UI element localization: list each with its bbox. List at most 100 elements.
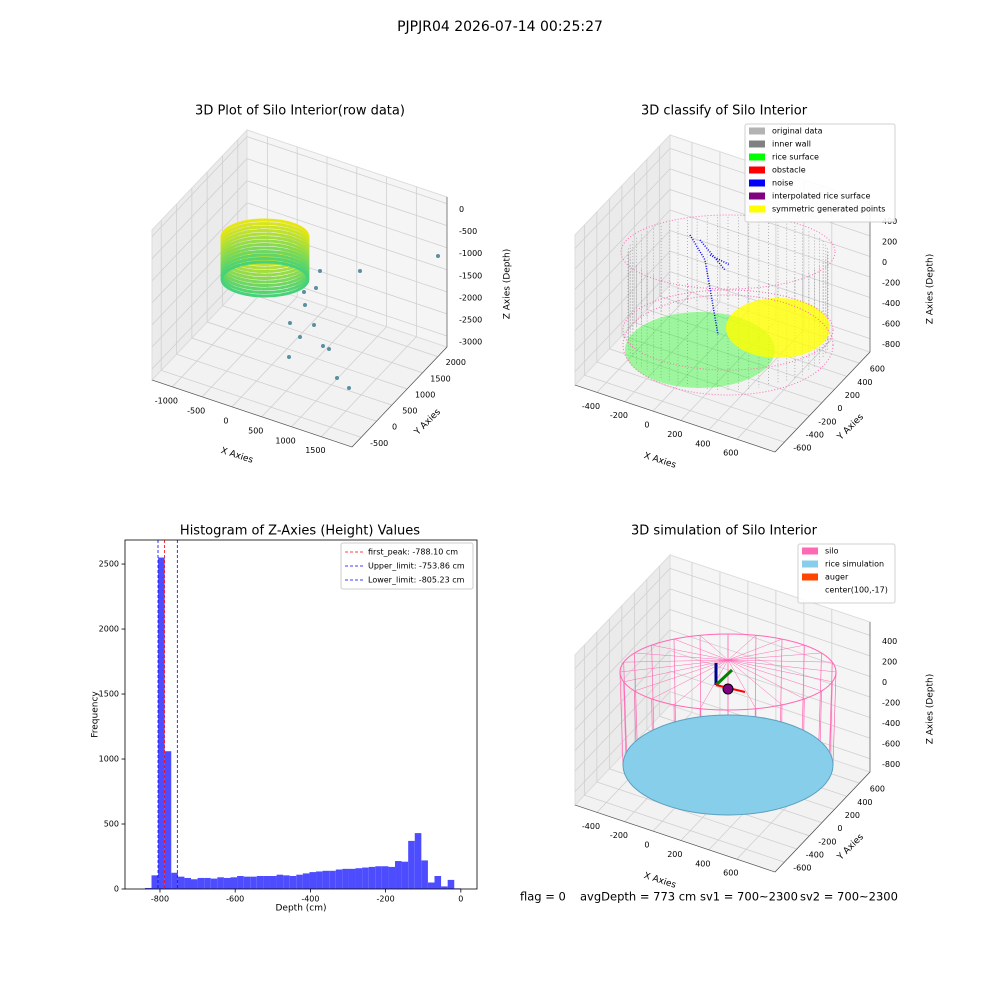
bar	[329, 870, 336, 889]
y-tick-label: 1500	[430, 374, 450, 383]
silo-roof-line	[727, 638, 783, 661]
silo-wall-line	[673, 639, 676, 722]
z-grid-line	[574, 250, 671, 352]
y-tick-label: 500	[402, 407, 417, 416]
legend-swatch	[749, 179, 765, 187]
bar	[144, 887, 152, 889]
z-grid-line	[574, 588, 671, 690]
x-grid-line	[624, 301, 721, 403]
z-tick-label: -2500	[459, 315, 482, 324]
legend-swatch	[749, 140, 765, 148]
sv1-text: sv1 = 700~2300	[700, 890, 798, 904]
z-grid-line	[574, 189, 671, 290]
silo-wall-line	[832, 671, 837, 766]
legend-label: center(100,-17)	[825, 586, 888, 595]
silo-roof-line	[727, 635, 757, 661]
z-grid-line	[151, 158, 248, 259]
y-grid-line	[584, 374, 785, 443]
x-tick-label: -400	[582, 822, 600, 831]
silo-wall-line	[699, 635, 702, 717]
silo-roof-line	[634, 659, 729, 692]
z-grid-line	[669, 230, 871, 298]
z-tick-label: -1000	[459, 249, 482, 258]
z-axis-label: Z Axies (Depth)	[926, 254, 936, 325]
bar	[191, 879, 198, 889]
z-grid-line	[669, 567, 871, 636]
y-grid-line	[207, 321, 408, 390]
scatter-dot	[347, 386, 351, 390]
y-axis-label: Frequency	[91, 691, 101, 738]
bar	[316, 871, 323, 889]
legend-label: obstacle	[772, 166, 806, 175]
bar	[197, 877, 205, 889]
y-tick-label: 600	[870, 785, 885, 794]
auger-axis-y	[714, 668, 734, 687]
z-tick-label: -800	[882, 760, 900, 769]
x-tick-label: -400	[582, 402, 600, 411]
x-tick-label: -400	[301, 895, 319, 904]
legend-swatch	[749, 192, 765, 200]
x-grid-line	[201, 296, 298, 398]
z-axis-label: Z Axies (Depth)	[926, 674, 936, 745]
x-grid-line	[596, 292, 693, 393]
x-grid-line	[736, 338, 833, 440]
y-axis-line	[351, 346, 448, 448]
x-tick-label: 200	[667, 850, 682, 859]
z-tick-label: 200	[882, 657, 897, 666]
y-tick-label: -400	[806, 850, 824, 859]
y-tick-label: 0	[114, 885, 119, 894]
y-tick-label: -600	[793, 864, 811, 873]
y-tick-label: 600	[870, 365, 885, 374]
x-tick-label: 0	[644, 841, 649, 850]
y-grid-line	[596, 361, 798, 430]
z-grid-line	[669, 588, 871, 657]
z-grid-line	[574, 670, 671, 772]
legend-swatch	[749, 153, 765, 161]
silo-roof-line	[727, 659, 833, 683]
silo-roof-line	[623, 659, 729, 683]
bar	[309, 872, 317, 889]
legend-swatch	[802, 573, 818, 581]
silo-roof-line	[699, 659, 729, 709]
bar	[171, 872, 178, 889]
x-tick-label: 500	[248, 426, 263, 435]
z-grid-line	[151, 136, 248, 237]
silo-wall-line	[619, 671, 624, 766]
z-grid-line	[574, 209, 671, 311]
bar	[210, 878, 218, 889]
y-grid-line	[584, 794, 785, 863]
silo-roof-line	[623, 659, 729, 663]
sv2-text: sv2 = 700~2300	[800, 890, 898, 904]
chart-title: 3D classify of Silo Interior	[641, 104, 808, 119]
z-grid-line	[574, 271, 671, 372]
z-grid-line	[669, 629, 871, 698]
flag-text: flag = 0	[520, 890, 566, 904]
y-tick-label: -400	[806, 430, 824, 439]
rice-simulation	[622, 714, 834, 816]
x-tick-label: 1500	[305, 446, 325, 455]
y-tick-label: 1000	[415, 390, 435, 399]
z-grid-line	[246, 180, 448, 249]
y-tick-label: -200	[818, 417, 836, 426]
y-tick-label: 2000	[446, 358, 466, 367]
bar	[342, 868, 349, 889]
silo-wall-line	[651, 645, 655, 730]
y-grid-line	[596, 781, 798, 850]
legend-label: symmetric generated points	[772, 205, 885, 214]
bar	[302, 873, 310, 889]
x-tick-label: -500	[187, 406, 205, 415]
chart-title: Histogram of Z-Axies (Height) Values	[180, 524, 420, 539]
z-axis-label: Z Axies (Depth)	[503, 249, 513, 320]
bar	[263, 876, 270, 889]
z-tick-label: 0	[882, 678, 887, 687]
bar	[434, 876, 442, 889]
bar	[427, 882, 435, 889]
x-tick-label: 600	[723, 449, 738, 458]
y-tick-label: 500	[104, 820, 119, 829]
z-grid-line	[151, 180, 248, 282]
z-tick-label: -200	[882, 279, 900, 288]
z-tick-label: -2000	[459, 293, 482, 302]
x-tick-label: -200	[377, 895, 395, 904]
silo-roof-line	[619, 659, 729, 673]
bar	[223, 877, 231, 889]
